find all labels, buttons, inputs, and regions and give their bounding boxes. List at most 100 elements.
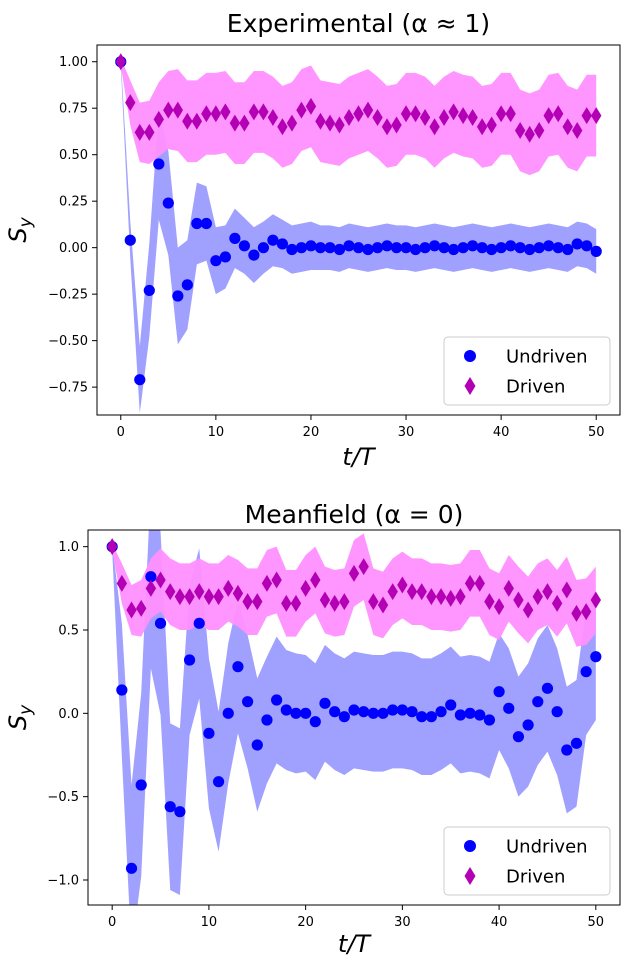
y-tick-label: 0.5: [58, 624, 79, 639]
point-driven: [455, 588, 466, 606]
point-undriven: [514, 242, 526, 254]
point-driven: [116, 574, 128, 592]
x-tick-label: 20: [297, 915, 314, 930]
point-driven: [410, 105, 421, 123]
point-undriven: [232, 661, 244, 673]
legend-box: [443, 826, 611, 896]
point-undriven: [396, 704, 408, 716]
point-driven: [381, 118, 393, 136]
point-undriven: [570, 737, 583, 749]
point-driven: [145, 579, 157, 597]
point-undriven: [222, 707, 234, 719]
point-undriven: [300, 707, 312, 719]
point-undriven: [154, 617, 167, 629]
point-driven: [155, 571, 166, 589]
point-undriven: [428, 240, 441, 252]
point-undriven: [153, 158, 165, 170]
x-tick-label: 0: [108, 915, 116, 930]
point-driven: [591, 107, 602, 125]
point-driven: [281, 594, 292, 612]
point-driven: [296, 101, 307, 119]
point-undriven: [524, 243, 536, 256]
y-tick-label: −0.5: [47, 790, 79, 805]
point-undriven: [367, 707, 379, 719]
point-driven: [435, 588, 447, 606]
point-driven: [334, 116, 345, 134]
point-undriven: [135, 779, 147, 791]
x-axis-label: t/T: [338, 930, 372, 957]
point-undriven: [134, 374, 146, 386]
point-driven: [438, 109, 450, 127]
point-driven: [339, 593, 350, 611]
point-driven: [242, 593, 253, 611]
point-undriven: [343, 240, 355, 252]
panel-meanfield: 0 10 20 30 40 50 −1.0 −0.5 0.0 0.5 1.0 Meanfield (α…: [4, 500, 621, 958]
point-driven: [343, 109, 355, 127]
point-driven: [493, 598, 505, 616]
y-tick-label: −0.75: [48, 381, 88, 396]
point-undriven: [358, 706, 370, 718]
point-driven: [400, 105, 412, 123]
point-undriven: [238, 240, 250, 252]
point-driven: [271, 571, 282, 589]
point-undriven: [324, 242, 336, 254]
point-undriven: [280, 704, 292, 716]
point-driven: [232, 584, 244, 602]
x-tick-label: 50: [588, 915, 605, 930]
point-undriven: [248, 249, 260, 261]
point-undriven: [581, 240, 593, 252]
point-driven: [464, 574, 476, 592]
point-driven: [377, 596, 389, 614]
point-undriven: [552, 242, 564, 254]
point-undriven: [467, 240, 479, 252]
point-undriven: [476, 242, 488, 254]
x-tick-label: 10: [208, 425, 225, 440]
point-driven: [372, 109, 383, 127]
point-undriven: [162, 197, 174, 209]
point-driven: [319, 591, 331, 609]
point-undriven: [191, 217, 203, 230]
legend-marker-undriven: [464, 840, 476, 852]
point-driven: [426, 588, 437, 606]
point-undriven: [503, 702, 515, 714]
point-driven: [457, 107, 469, 125]
point-undriven: [257, 242, 270, 254]
point-undriven: [143, 284, 155, 297]
point-driven: [261, 574, 273, 592]
point-undriven: [522, 719, 534, 731]
point-driven: [543, 107, 554, 125]
point-driven: [503, 579, 514, 597]
x-tick-label: 30: [394, 915, 411, 930]
point-driven: [572, 122, 583, 140]
point-driven: [522, 601, 534, 619]
point-undriven: [381, 240, 393, 252]
legend-label-driven: Driven: [506, 377, 565, 398]
x-tick-label: 20: [303, 425, 320, 440]
y-tick-label: −0.25: [48, 288, 88, 303]
point-undriven: [124, 234, 136, 246]
point-undriven: [329, 706, 341, 718]
point-undriven: [590, 245, 602, 257]
point-driven: [358, 558, 369, 576]
point-driven: [445, 589, 456, 607]
x-tick-label: 40: [491, 915, 508, 930]
point-driven: [220, 103, 231, 121]
point-undriven: [474, 709, 486, 721]
band-undriven: [120, 58, 597, 414]
point-undriven: [486, 243, 498, 256]
point-driven: [533, 122, 545, 140]
point-driven: [223, 579, 234, 597]
point-undriven: [338, 711, 350, 723]
point-driven: [561, 581, 572, 599]
x-tick-label: 0: [117, 425, 125, 440]
point-undriven: [261, 714, 273, 726]
point-driven: [484, 593, 495, 611]
point-undriven: [533, 242, 545, 254]
y-axis-label: Sy: [4, 216, 36, 242]
point-undriven: [495, 242, 507, 254]
legend-marker-driven: [464, 867, 476, 885]
point-undriven: [271, 694, 283, 706]
y-tick-label: 0.0: [58, 707, 79, 722]
axes-frame: [96, 44, 621, 416]
point-driven: [532, 588, 543, 606]
